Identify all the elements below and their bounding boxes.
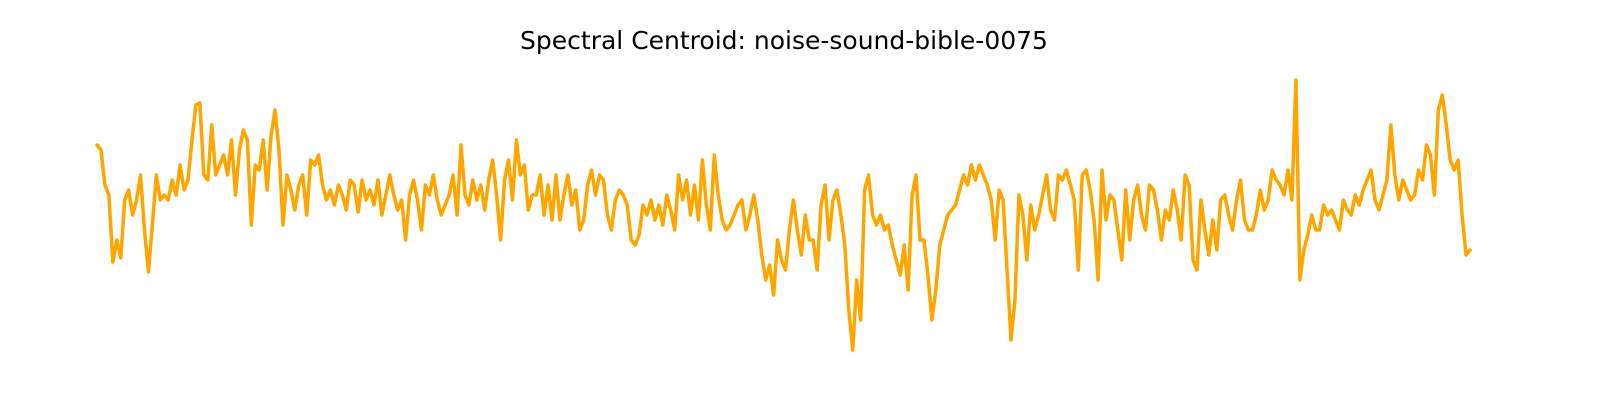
line [95, 78, 1472, 352]
chart-title: Spectral Centroid: noise-sound-bible-007… [520, 26, 1048, 55]
